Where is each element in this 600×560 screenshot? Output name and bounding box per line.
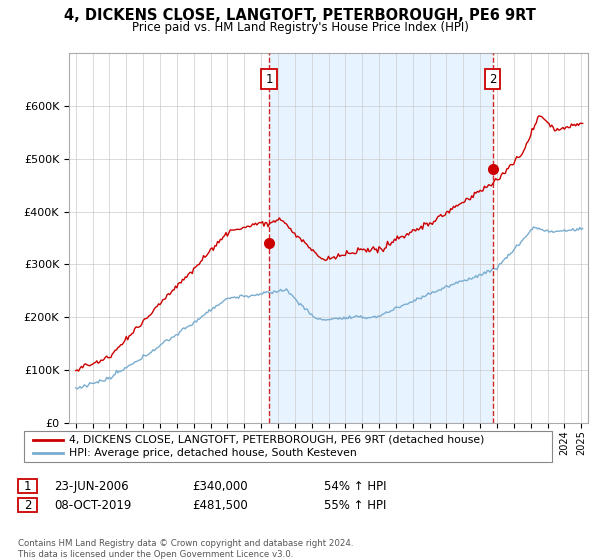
Text: 2: 2: [489, 73, 497, 86]
Text: 1: 1: [24, 479, 31, 493]
Text: £340,000: £340,000: [192, 479, 248, 493]
Text: 23-JUN-2006: 23-JUN-2006: [54, 479, 128, 493]
Text: Price paid vs. HM Land Registry's House Price Index (HPI): Price paid vs. HM Land Registry's House …: [131, 21, 469, 34]
Text: 4, DICKENS CLOSE, LANGTOFT, PETERBOROUGH, PE6 9RT (detached house): 4, DICKENS CLOSE, LANGTOFT, PETERBOROUGH…: [69, 435, 484, 445]
Text: 4, DICKENS CLOSE, LANGTOFT, PETERBOROUGH, PE6 9RT: 4, DICKENS CLOSE, LANGTOFT, PETERBOROUGH…: [64, 8, 536, 24]
Text: 08-OCT-2019: 08-OCT-2019: [54, 498, 131, 512]
Text: Contains HM Land Registry data © Crown copyright and database right 2024.
This d: Contains HM Land Registry data © Crown c…: [18, 539, 353, 559]
Text: 2: 2: [24, 498, 31, 512]
Text: HPI: Average price, detached house, South Kesteven: HPI: Average price, detached house, Sout…: [69, 449, 357, 459]
Bar: [269, 53, 493, 423]
Text: 1: 1: [265, 73, 273, 86]
Text: 54% ↑ HPI: 54% ↑ HPI: [324, 479, 386, 493]
Text: 55% ↑ HPI: 55% ↑ HPI: [324, 498, 386, 512]
Text: £481,500: £481,500: [192, 498, 248, 512]
